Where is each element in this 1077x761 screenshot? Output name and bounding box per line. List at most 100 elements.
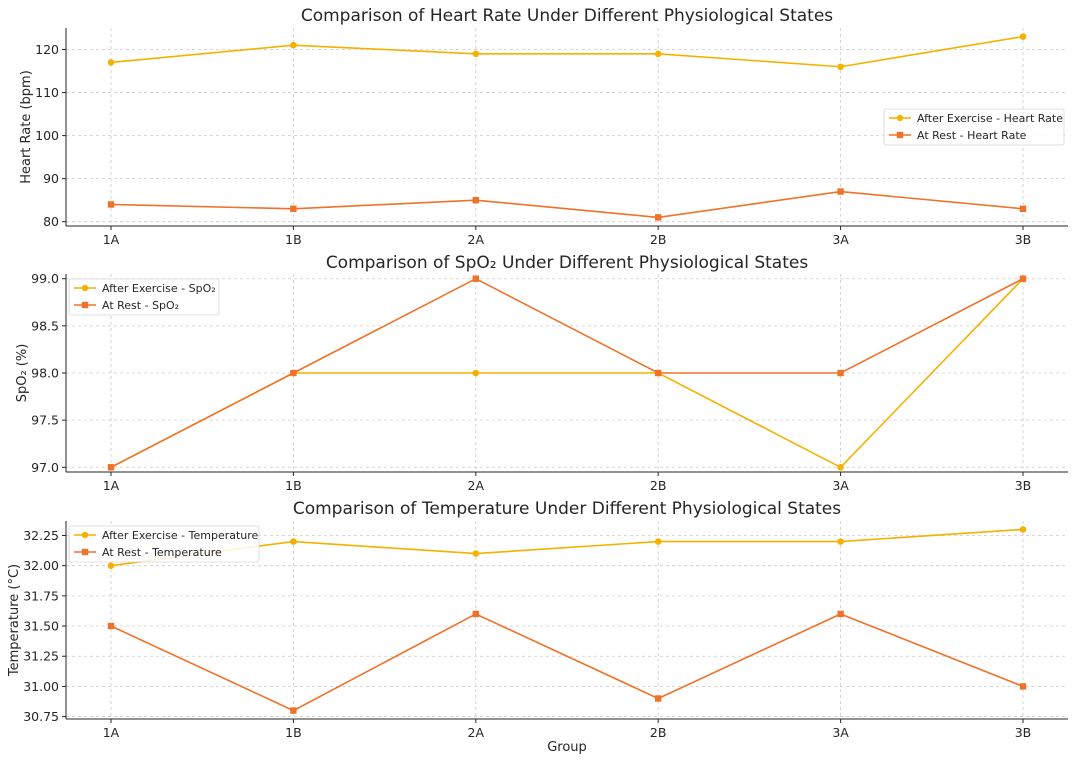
series-line (110, 190, 1024, 219)
series-at-rest (107, 610, 1027, 714)
data-point (837, 463, 844, 471)
series-line (110, 528, 1024, 567)
y-tick-label: 120 (35, 42, 59, 57)
data-point (107, 562, 115, 569)
data-point (1019, 526, 1027, 533)
legend: After Exercise - Heart Rate At Rest - Hea… (883, 108, 1065, 146)
data-point (655, 369, 662, 377)
y-tick-label: 97.5 (31, 413, 59, 428)
x-tick-label: 3B (1015, 478, 1032, 493)
y-tick-label: 32.25 (23, 528, 59, 543)
legend-box (883, 108, 1065, 146)
chart-title: Comparison of SpO₂ Under Different Physi… (326, 253, 809, 273)
x-tick-label: 3A (832, 232, 849, 247)
legend-marker (81, 284, 89, 292)
x-tick-label: 1A (103, 478, 120, 493)
data-point (1019, 205, 1027, 212)
data-point (655, 695, 662, 702)
data-point (472, 275, 479, 282)
y-tick-label: 97.0 (31, 460, 59, 475)
legend-label: After Exercise - SpO₂ (102, 282, 216, 295)
legend: After Exercise - Temperature At Rest - Te… (68, 525, 260, 563)
legend-marker (896, 114, 904, 122)
legend-label: After Exercise - Heart Rate (917, 112, 1063, 125)
x-tick-label: 2B (650, 725, 667, 740)
data-point (1019, 33, 1027, 40)
data-point (654, 50, 662, 58)
x-tick-label: 3A (832, 478, 849, 493)
x-tick-label: 1A (103, 725, 120, 740)
data-point (290, 369, 297, 377)
y-tick-label: 98.5 (31, 318, 59, 333)
legend-marker (81, 548, 89, 556)
legend: After Exercise - SpO₂ At Rest - SpO₂ (68, 278, 220, 316)
series-line (110, 613, 1024, 712)
series-line (110, 277, 1024, 468)
chart-panel-1: 80 90 100 110 120 1A 1B 2A 2B 3A 3B Comparison of H… (19, 6, 1068, 247)
y-tick-label: 31.75 (23, 588, 59, 603)
x-tick-label: 1A (103, 232, 120, 247)
data-point (837, 538, 844, 545)
y-tick-label: 80 (43, 214, 59, 229)
x-tick-label: 3B (1015, 725, 1032, 740)
y-tick-label: 110 (35, 85, 59, 100)
x-tick-label: 2B (650, 232, 667, 247)
legend-marker (81, 531, 89, 539)
y-tick-label: 100 (35, 128, 59, 143)
data-point (290, 707, 297, 714)
y-axis-label: Temperature (°C) (7, 564, 22, 677)
chart-title: Comparison of Temperature Under Differen… (293, 499, 841, 519)
data-point (472, 50, 480, 58)
data-point (837, 610, 844, 618)
series-after-exercise (107, 33, 1027, 71)
legend-label: At Rest - SpO₂ (102, 299, 179, 312)
legend-label: After Exercise - Temperature (102, 529, 259, 542)
y-tick-label: 31.00 (23, 679, 59, 694)
x-tick-label: 2A (468, 478, 485, 493)
x-tick-label: 3A (832, 725, 849, 740)
x-tick-label: 1B (285, 725, 302, 740)
legend-label: At Rest - Temperature (102, 546, 222, 559)
data-point (472, 369, 480, 377)
data-point (107, 622, 115, 630)
data-point (107, 464, 115, 471)
y-tick-label: 31.50 (23, 619, 59, 634)
data-point (472, 196, 479, 204)
data-point (107, 201, 115, 208)
series-after-exercise (107, 526, 1027, 569)
x-tick-label: 1B (285, 232, 302, 247)
y-tick-label: 31.25 (23, 649, 59, 664)
data-point (654, 538, 662, 545)
data-point (107, 59, 115, 66)
chart-title: Comparison of Heart Rate Under Different… (301, 6, 833, 26)
y-axis-label: SpO₂ (%) (15, 344, 30, 403)
data-point (1019, 683, 1027, 690)
legend-box (68, 525, 260, 563)
legend-marker (896, 131, 904, 139)
data-point (655, 214, 662, 221)
data-point (472, 550, 480, 557)
y-tick-label: 99.0 (31, 271, 59, 286)
legend-marker (81, 301, 89, 309)
data-point (1019, 275, 1027, 282)
x-tick-label: 2A (468, 232, 485, 247)
x-axis-label: Group (547, 740, 587, 755)
chart-panel-2: 97.0 97.5 98.0 98.5 99.0 1A 1B 2A 2B 3A 3B Comparis… (15, 253, 1068, 493)
y-axis-label: Heart Rate (bpm) (19, 70, 34, 184)
y-tick-label: 90 (43, 171, 59, 186)
x-tick-label: 1B (285, 478, 302, 493)
data-point (290, 41, 297, 49)
x-tick-label: 2B (650, 478, 667, 493)
y-tick-label: 98.0 (31, 366, 59, 381)
legend-label: At Rest - Heart Rate (917, 129, 1027, 142)
x-tick-label: 3B (1015, 232, 1032, 247)
data-point (290, 205, 297, 212)
y-tick-label: 32.00 (23, 558, 59, 573)
data-point (290, 538, 297, 545)
series-at-rest (107, 275, 1027, 471)
series-at-rest (107, 188, 1027, 221)
data-point (837, 188, 844, 195)
series-line (110, 35, 1024, 68)
chart-panel-3: 30.75 31.00 31.25 31.50 31.75 32.00 32.25 1A 1B 2… (7, 499, 1068, 755)
